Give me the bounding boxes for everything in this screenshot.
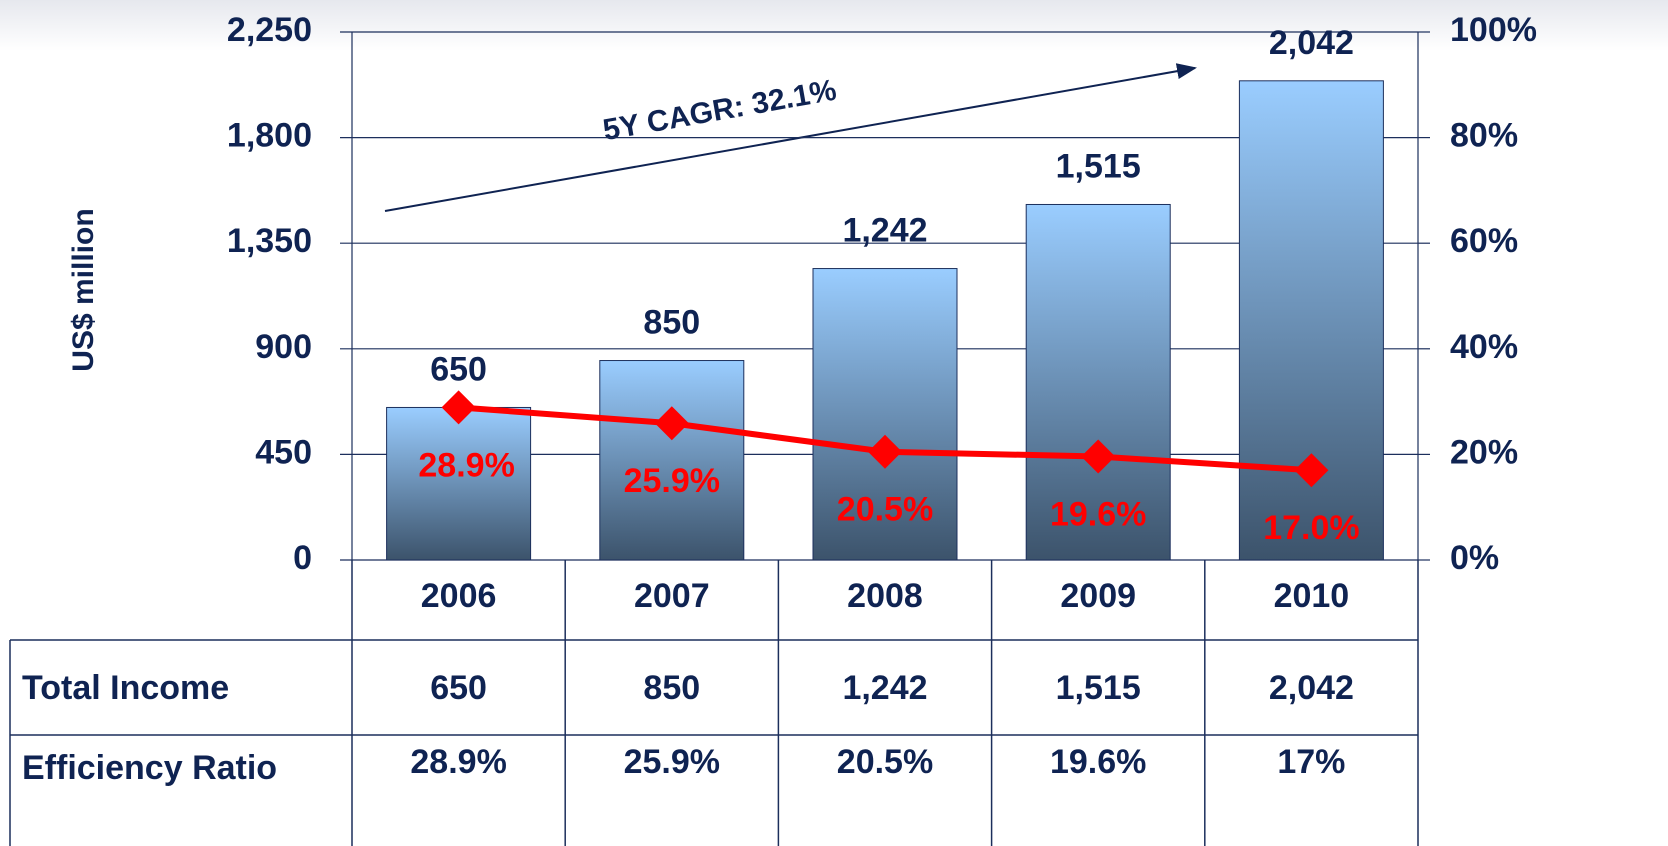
line-value-label: 17.0%	[1263, 509, 1359, 547]
bar	[1025, 203, 1171, 561]
bar-value-label: 850	[643, 304, 700, 342]
y2-tick-label: 40%	[1450, 328, 1518, 366]
bar	[812, 268, 958, 561]
line-value-label: 25.9%	[624, 462, 720, 500]
table-cell: 1,515	[1056, 669, 1141, 707]
bar	[599, 360, 745, 561]
table-cell: 20.5%	[837, 743, 933, 781]
line-marker	[1081, 439, 1116, 474]
y2-tick-label: 60%	[1450, 222, 1518, 260]
bar-value-label: 650	[430, 350, 487, 388]
line-marker	[441, 390, 476, 425]
line-marker	[1294, 453, 1329, 488]
x-tick-label: 2008	[847, 577, 923, 615]
bar-value-label: 1,242	[842, 212, 927, 250]
table-cell: 28.9%	[410, 743, 506, 781]
x-tick-label: 2010	[1274, 577, 1350, 615]
y-tick-label: 900	[255, 328, 312, 366]
line-marker	[868, 434, 902, 469]
y2-tick-label: 100%	[1450, 11, 1537, 49]
bar-value-label: 1,515	[1056, 147, 1141, 185]
line-value-label: 20.5%	[837, 491, 933, 529]
bar	[1238, 80, 1384, 561]
x-tick-label: 2009	[1060, 577, 1136, 615]
y-tick-label: 2,250	[227, 11, 312, 49]
line-value-label: 19.6%	[1050, 495, 1146, 533]
y2-tick-label: 20%	[1450, 433, 1518, 471]
row-header: Efficiency Ratio	[22, 749, 277, 787]
x-tick-label: 2007	[634, 577, 710, 615]
table-cell: 2,042	[1269, 669, 1354, 707]
table-cell: 17%	[1277, 743, 1345, 781]
y2-tick-label: 0%	[1450, 539, 1499, 577]
y-tick-label: 1,350	[227, 222, 312, 260]
table-cell: 19.6%	[1050, 743, 1146, 781]
line-marker	[654, 406, 689, 441]
cagr-arrow	[384, 63, 1197, 212]
x-tick-label: 2006	[421, 577, 497, 615]
y-axis-label: US$ million	[67, 208, 100, 371]
table-cell: 850	[643, 669, 700, 707]
y-tick-label: 1,800	[227, 117, 312, 155]
y-tick-label: 450	[255, 433, 312, 471]
y2-tick-label: 80%	[1450, 117, 1518, 155]
table-cell: 650	[430, 669, 487, 707]
line-value-label: 28.9%	[418, 446, 514, 484]
bar	[386, 406, 532, 561]
row-header: Total Income	[22, 669, 229, 707]
table-cell: 1,242	[842, 669, 927, 707]
y-tick-label: 0	[293, 539, 312, 577]
table-cell: 25.9%	[624, 743, 720, 781]
bar-value-label: 2,042	[1269, 24, 1354, 62]
